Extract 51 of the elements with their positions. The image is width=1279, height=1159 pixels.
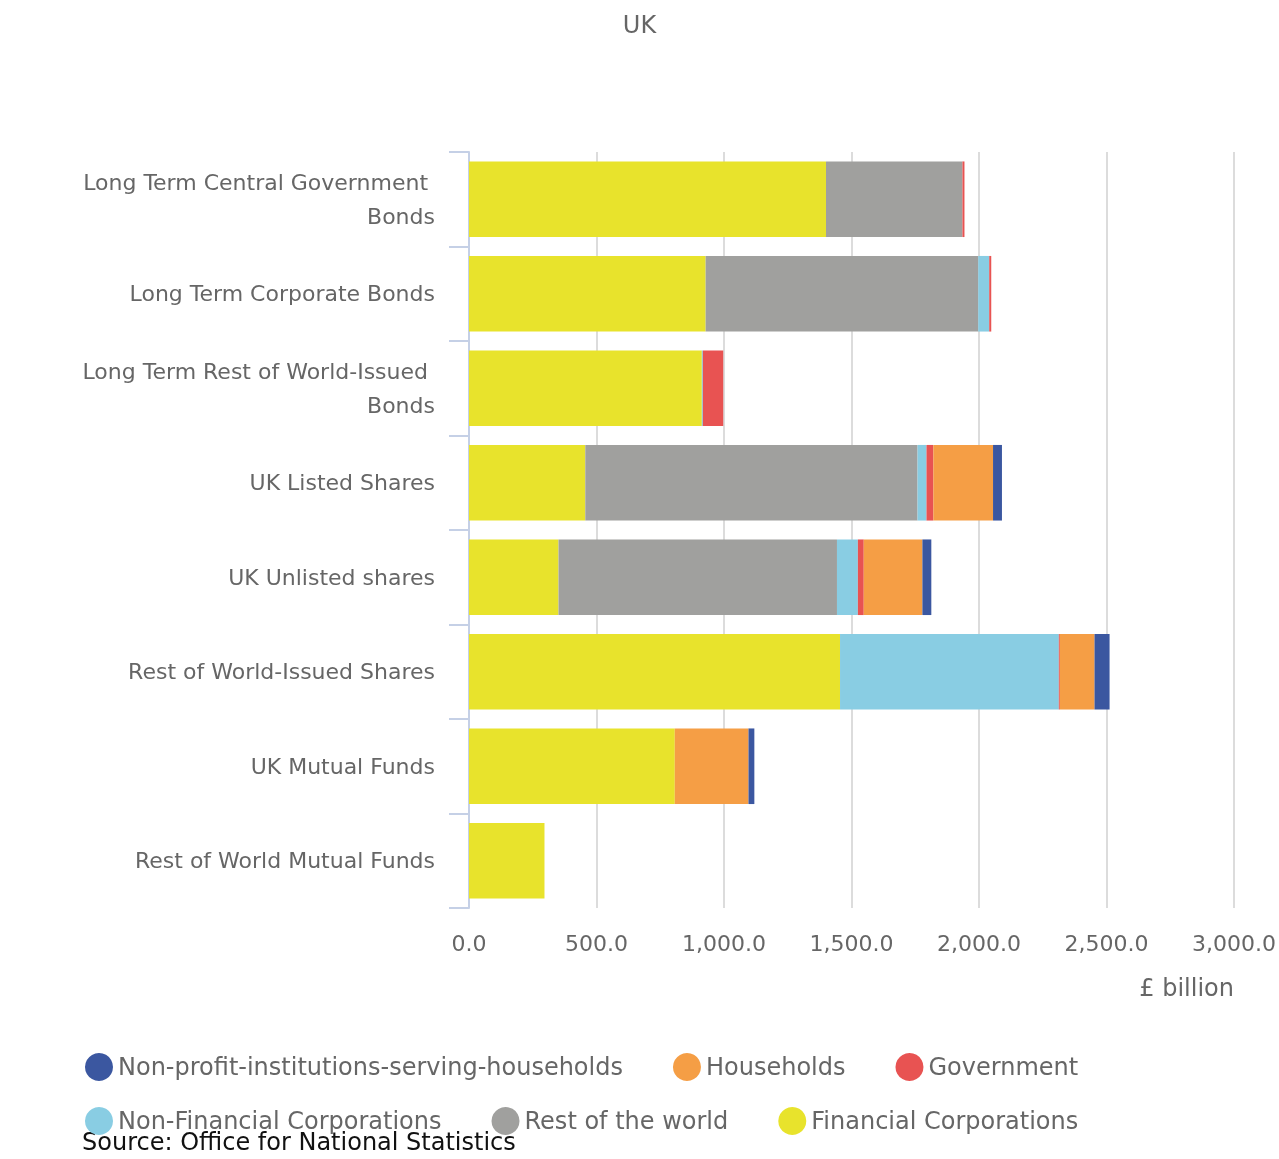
bar <box>705 255 979 332</box>
bar <box>469 539 559 616</box>
bar <box>917 444 927 521</box>
bar <box>585 444 918 521</box>
y-tick-label: Rest of World-Issued Shares <box>128 659 435 685</box>
bar <box>1059 633 1095 710</box>
bar <box>826 161 963 238</box>
bar <box>978 255 990 332</box>
y-tick-label: Long Term Central Government Bonds <box>83 169 435 229</box>
bar <box>840 633 1059 710</box>
bar <box>469 822 545 899</box>
bar <box>469 161 827 238</box>
legend-label: Households <box>705 1053 846 1081</box>
x-axis-title: £ billion <box>1139 974 1234 1002</box>
bar <box>962 161 965 238</box>
bar <box>857 539 864 616</box>
legend-label: Government <box>928 1053 1079 1081</box>
bar <box>836 539 858 616</box>
x-tick-label: 3,000.0 <box>1192 930 1277 956</box>
bar <box>748 728 755 805</box>
x-tick-label: 1,000.0 <box>682 930 766 956</box>
y-tick-label: UK Unlisted shares <box>228 564 435 590</box>
legend-label: Non-profit-institutions-serving-households <box>118 1053 623 1081</box>
bar <box>863 539 923 616</box>
x-tick-label: 500.0 <box>565 930 628 956</box>
bar <box>469 728 675 805</box>
bar <box>993 444 1002 521</box>
bar <box>702 350 724 427</box>
x-tick-label: 1,500.0 <box>809 930 894 956</box>
y-tick-label: UK Listed Shares <box>249 470 435 496</box>
bar <box>1094 633 1110 710</box>
x-tick-label: 2,500.0 <box>1064 930 1149 956</box>
x-tick-label: 2,000.0 <box>937 930 1021 956</box>
y-tick-label: Long Term Rest of World-Issued Bonds <box>82 358 435 418</box>
y-tick-label: Long Term Corporate Bonds <box>129 281 435 307</box>
legend-label: Rest of the world <box>524 1107 729 1135</box>
bar <box>469 444 586 521</box>
bar <box>926 444 934 521</box>
x-tick-label: 0.0 <box>451 930 487 956</box>
y-tick-label: Rest of World Mutual Funds <box>135 848 435 874</box>
bar <box>469 633 841 710</box>
legend-label: Financial Corporations <box>811 1107 1079 1135</box>
bar <box>933 444 994 521</box>
chart-title: UK <box>622 11 658 39</box>
y-tick-label: UK Mutual Funds <box>250 753 435 779</box>
bar <box>469 350 702 427</box>
bar <box>674 728 749 805</box>
bar <box>469 255 706 332</box>
bar <box>558 539 837 616</box>
bar <box>989 255 992 332</box>
bar <box>922 539 932 616</box>
